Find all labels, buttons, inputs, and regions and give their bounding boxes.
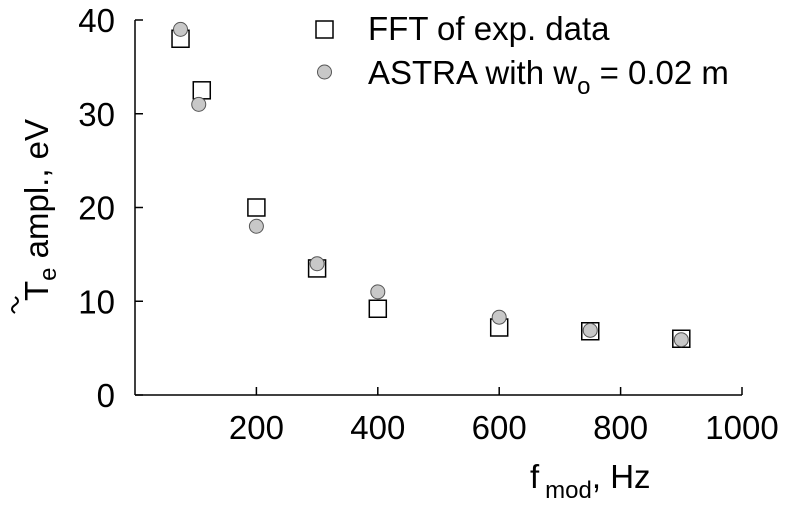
- astra-point: [309, 256, 325, 272]
- fft-point: [192, 81, 212, 100]
- x-tick-label: 600: [472, 409, 527, 446]
- y-axis-label-sub: e: [35, 268, 62, 281]
- y-axis-label-suffix: ampl., eV: [18, 119, 55, 268]
- astra-point: [370, 284, 386, 300]
- svg-text:Te ampl., eV: Te ampl., eV: [18, 119, 62, 301]
- astra-point: [673, 332, 689, 348]
- fft-point: [247, 198, 266, 217]
- y-tick-label: 40: [78, 2, 115, 39]
- x-tick-label: 800: [593, 409, 648, 446]
- y-axis-label-main: T: [18, 281, 55, 301]
- y-tick-label: 10: [78, 283, 115, 320]
- x-tick-label: 400: [350, 409, 405, 446]
- astra-point: [491, 309, 507, 325]
- x-axis-label-sub: mod: [545, 477, 592, 504]
- x-axis-label: f mod, Hz: [530, 458, 651, 504]
- legend-circle-marker: [317, 64, 332, 80]
- legend-label-fft: FFT of exp. data: [368, 10, 610, 47]
- x-axis-label-main: f: [530, 458, 540, 495]
- legend-label-astra-suffix: = 0.02 m: [590, 54, 729, 91]
- legend-label-astra: ASTRA with wo = 0.02 m: [368, 54, 729, 100]
- y-tick-label: 20: [78, 190, 115, 227]
- astra-point: [173, 21, 189, 37]
- ticks: 0 10 20 30 40 200 400 600 800 1000: [78, 2, 778, 446]
- fft-point: [368, 299, 388, 318]
- legend-label-astra-main: ASTRA with w: [368, 54, 577, 91]
- astra-point: [582, 322, 598, 338]
- tilde-mark: [11, 296, 19, 314]
- y-tick-label: 0: [97, 377, 115, 414]
- legend: FFT of exp. data ASTRA with wo = 0.02 m: [315, 10, 729, 100]
- x-axis-label-suffix: , Hz: [592, 458, 651, 495]
- x-tick-label: 200: [229, 409, 284, 446]
- x-tick-label: 1000: [705, 409, 778, 446]
- y-tick-label: 30: [78, 96, 115, 133]
- legend-label-astra-sub: o: [577, 73, 590, 100]
- legend-square-marker: [315, 20, 334, 39]
- y-axis-label: Te ampl., eV: [11, 119, 62, 314]
- astra-point: [248, 218, 264, 234]
- astra-point: [191, 96, 207, 112]
- data-marks: [171, 21, 691, 348]
